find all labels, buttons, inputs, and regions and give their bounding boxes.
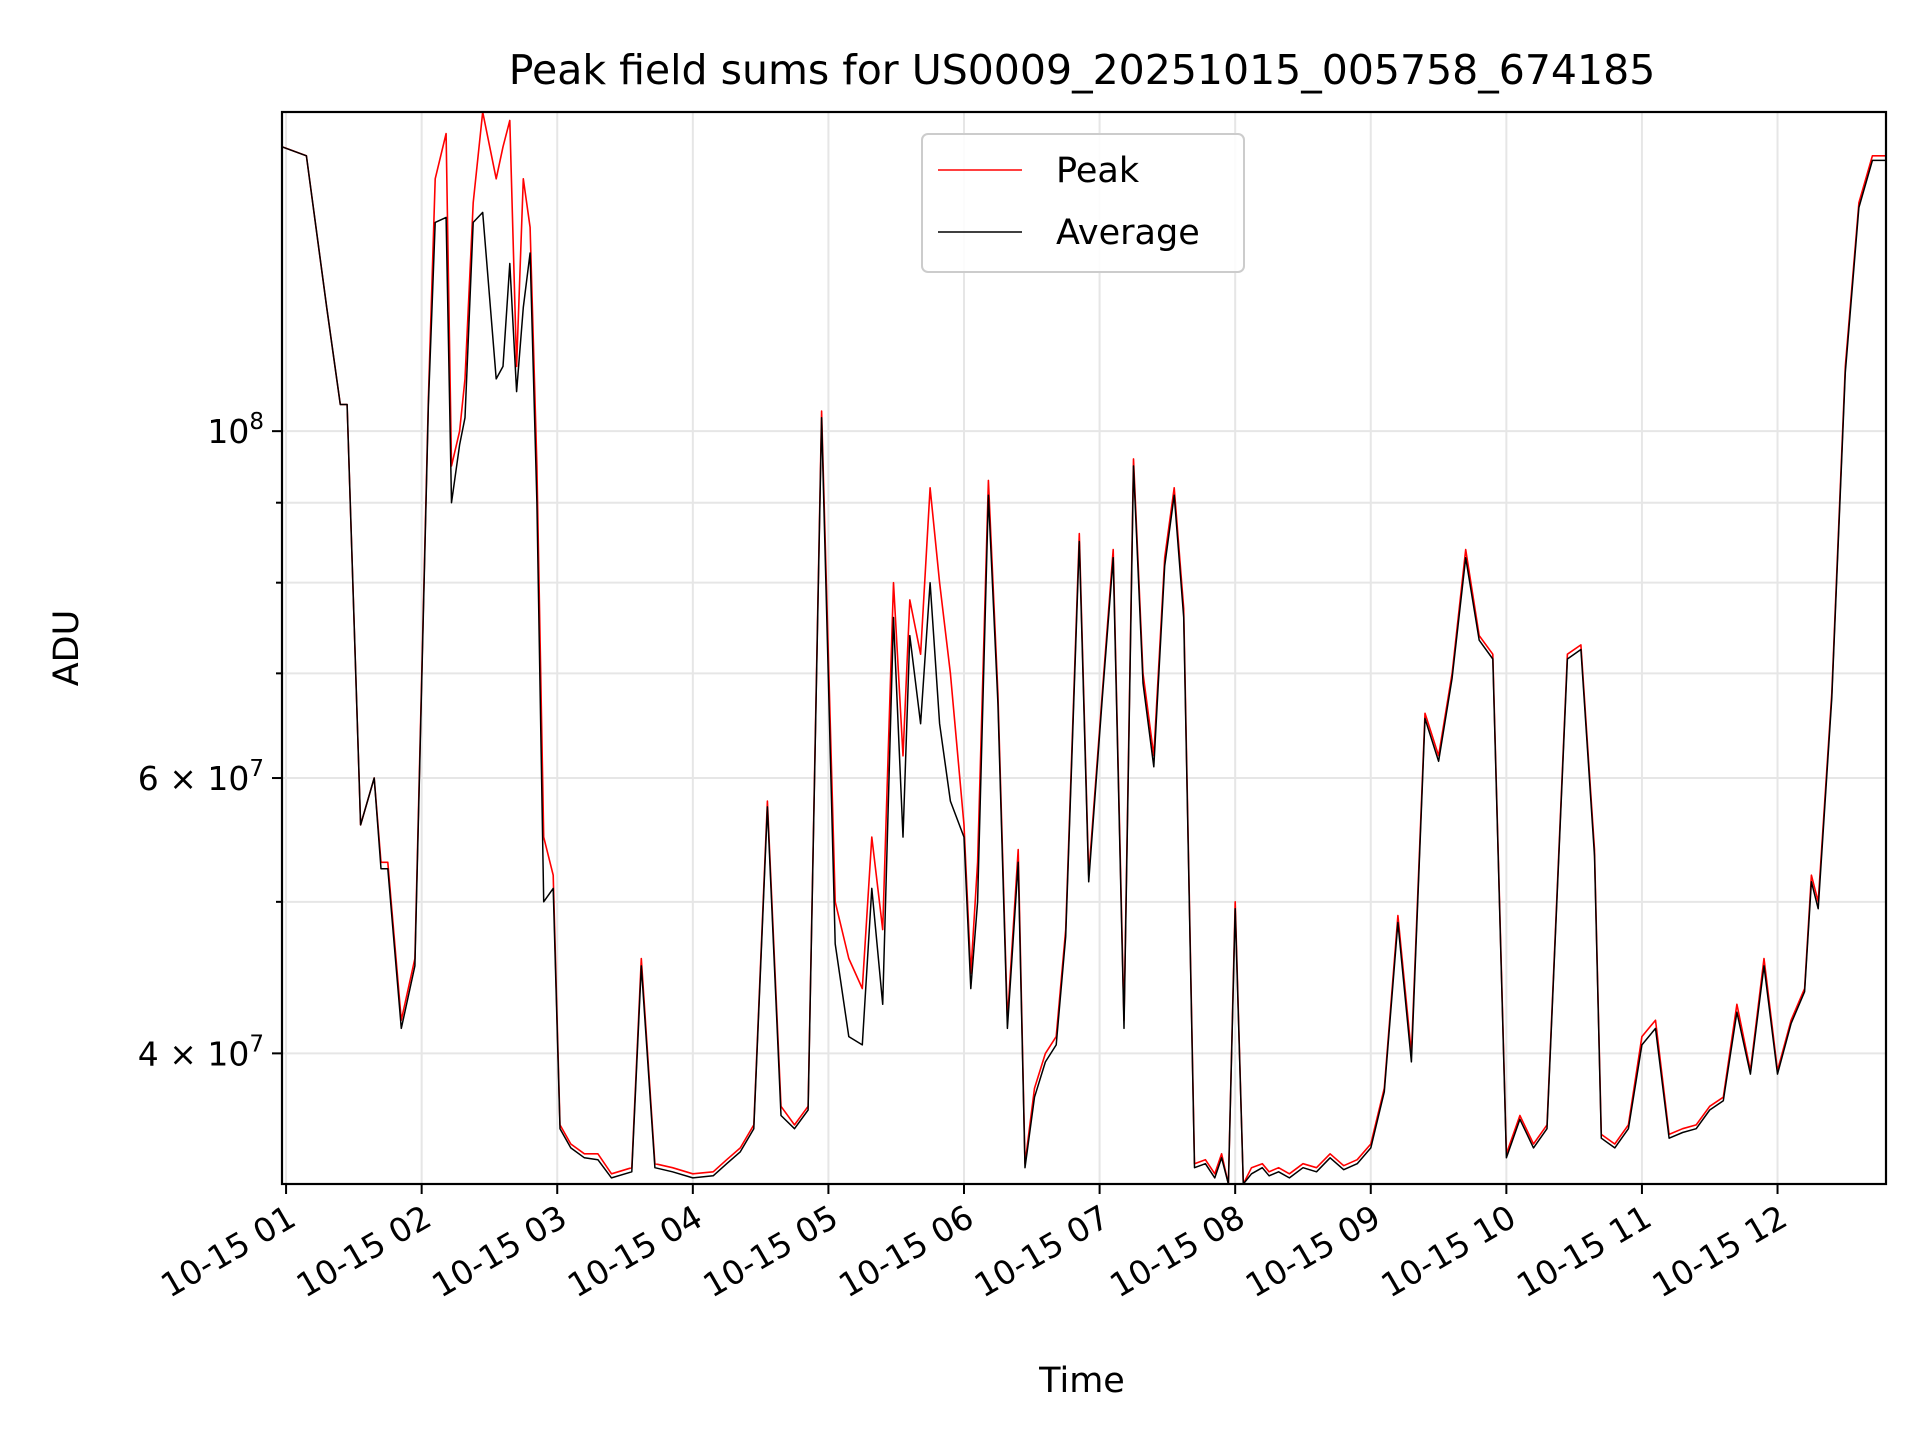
grid	[282, 112, 1886, 1184]
x-axis-label: Time	[1038, 1361, 1125, 1401]
y-tick-label: 108	[207, 409, 264, 451]
series-layer	[281, 111, 1886, 1185]
legend-box	[921, 133, 1245, 273]
y-axis: 108 6 × 107 4 × 107	[138, 409, 282, 1073]
plot-frame	[280, 110, 1888, 1186]
legend: Peak Average	[921, 133, 1245, 273]
series-average-line	[281, 146, 1886, 1185]
y-tick-label: 4 × 107	[138, 1031, 264, 1073]
y-axis-label: ADU	[47, 610, 87, 687]
chart-title: Peak field sums for US0009_20251015_0057…	[509, 46, 1656, 94]
y-tick-label: 6 × 107	[138, 756, 264, 798]
legend-average-label: Average	[1056, 213, 1200, 253]
legend-peak-label: Peak	[1056, 151, 1140, 191]
